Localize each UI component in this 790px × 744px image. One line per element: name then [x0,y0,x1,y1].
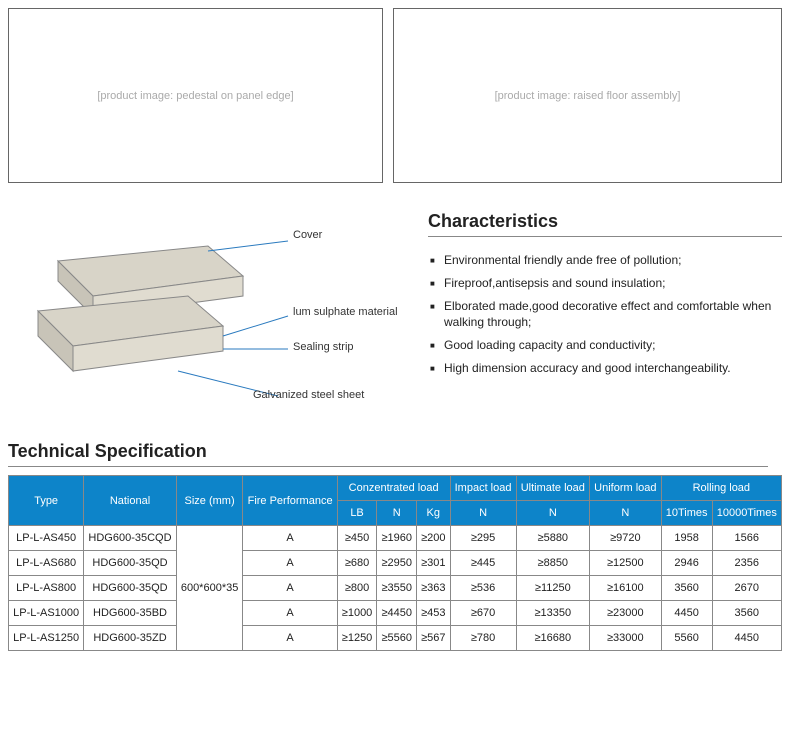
th-n2: N [450,501,516,526]
diagram-label-strip: Sealing strip [293,341,354,353]
th-kg: Kg [417,501,451,526]
table-cell: ≥363 [417,576,451,601]
th-ultimate: Ultimate load [516,476,589,501]
table-cell: ≥9720 [590,526,662,551]
diagram-label-sheet: Galvanized steel sheet [253,389,364,401]
table-cell: LP-L-AS680 [9,551,84,576]
table-cell: 600*600*35 [176,526,243,651]
spec-title: Technical Specification [8,441,768,467]
th-type: Type [9,476,84,526]
table-row: LP-L-AS1250HDG600-35ZD A≥1250≥5560≥567≥78… [9,626,782,651]
table-cell: ≥295 [450,526,516,551]
th-n: N [377,501,417,526]
table-cell: LP-L-AS450 [9,526,84,551]
table-cell: HDG600-35QD [84,551,176,576]
table-cell: A [243,526,337,551]
th-size: Size (mm) [176,476,243,526]
table-cell: 1566 [712,526,781,551]
characteristics-list: Environmental friendly ande free of poll… [428,249,782,380]
table-cell: ≥2950 [377,551,417,576]
th-rolling: Rolling load [661,476,781,501]
diagram-column: Cover lum sulphate material Sealing stri… [8,211,408,411]
th-fire: Fire Performance [243,476,337,526]
table-cell: HDG600-35ZD [84,626,176,651]
th-n4: N [590,501,662,526]
th-lb: LB [337,501,377,526]
th-national: National [84,476,176,526]
table-cell: ≥1000 [337,601,377,626]
mid-section: Cover lum sulphate material Sealing stri… [0,191,790,421]
table-cell: ≥4450 [377,601,417,626]
table-cell: 2670 [712,576,781,601]
table-cell: ≥1960 [377,526,417,551]
table-cell: ≥5880 [516,526,589,551]
char-item: Good loading capacity and conductivity; [428,334,782,357]
table-cell: 1958 [661,526,712,551]
table-cell: ≥301 [417,551,451,576]
table-cell: 3560 [712,601,781,626]
table-cell: LP-L-AS800 [9,576,84,601]
table-row: LP-L-AS1000HDG600-35BD A≥1000≥4450≥453≥67… [9,601,782,626]
spec-table: Type National Size (mm) Fire Performance… [8,475,782,651]
table-cell: ≥12500 [590,551,662,576]
table-cell: HDG600-35BD [84,601,176,626]
table-cell: ≥200 [417,526,451,551]
table-cell: LP-L-AS1250 [9,626,84,651]
table-cell: A [243,626,337,651]
table-cell: ≥800 [337,576,377,601]
table-cell: ≥5560 [377,626,417,651]
table-cell: ≥536 [450,576,516,601]
table-cell: ≥780 [450,626,516,651]
table-cell: ≥33000 [590,626,662,651]
table-cell: HDG600-35QD [84,576,176,601]
table-cell: ≥11250 [516,576,589,601]
table-cell: 2356 [712,551,781,576]
table-cell: LP-L-AS1000 [9,601,84,626]
table-cell: ≥13350 [516,601,589,626]
table-cell: ≥8850 [516,551,589,576]
table-cell: ≥567 [417,626,451,651]
th-impact: Impact load [450,476,516,501]
table-cell: ≥450 [337,526,377,551]
table-cell: 4450 [661,601,712,626]
table-cell: 3560 [661,576,712,601]
table-cell: ≥670 [450,601,516,626]
th-uniform: Uniform load [590,476,662,501]
characteristics-title: Characteristics [428,211,782,237]
table-cell: A [243,551,337,576]
table-cell: ≥445 [450,551,516,576]
th-n3: N [516,501,589,526]
spec-table-head: Type National Size (mm) Fire Performance… [9,476,782,526]
diagram-label-cover: Cover [293,229,322,241]
table-cell: 2946 [661,551,712,576]
table-cell: 5560 [661,626,712,651]
table-cell: ≥1250 [337,626,377,651]
table-cell: A [243,601,337,626]
th-conc: Conzentrated load [337,476,450,501]
top-images-row: [product image: pedestal on panel edge] … [0,0,790,191]
table-cell: ≥16680 [516,626,589,651]
char-item: High dimension accuracy and good interch… [428,357,782,380]
table-row: LP-L-AS800HDG600-35QDA≥800≥3550≥363≥536≥… [9,576,782,601]
table-cell: HDG600-35CQD [84,526,176,551]
product-image-right: [product image: raised floor assembly] [393,8,782,183]
diagram-label-material: lum sulphate material [293,306,398,318]
table-cell: 4450 [712,626,781,651]
table-cell: A [243,576,337,601]
table-row: LP-L-AS450HDG600-35CQD600*600*35A≥450≥19… [9,526,782,551]
table-cell: ≥3550 [377,576,417,601]
th-10000t: 10000Times [712,501,781,526]
char-item: Elborated made,good decorative effect an… [428,295,782,335]
product-image-left: [product image: pedestal on panel edge] [8,8,383,183]
table-cell: ≥16100 [590,576,662,601]
char-item: Fireproof,antisepsis and sound insulatio… [428,272,782,295]
table-cell: ≥453 [417,601,451,626]
table-row: LP-L-AS680HDG600-35QDA≥680≥2950≥301≥445≥… [9,551,782,576]
characteristics-column: Characteristics Environmental friendly a… [428,211,782,411]
table-cell: ≥23000 [590,601,662,626]
table-cell: ≥680 [337,551,377,576]
char-item: Environmental friendly ande free of poll… [428,249,782,272]
th-10t: 10Times [661,501,712,526]
spec-table-body: LP-L-AS450HDG600-35CQD600*600*35A≥450≥19… [9,526,782,651]
